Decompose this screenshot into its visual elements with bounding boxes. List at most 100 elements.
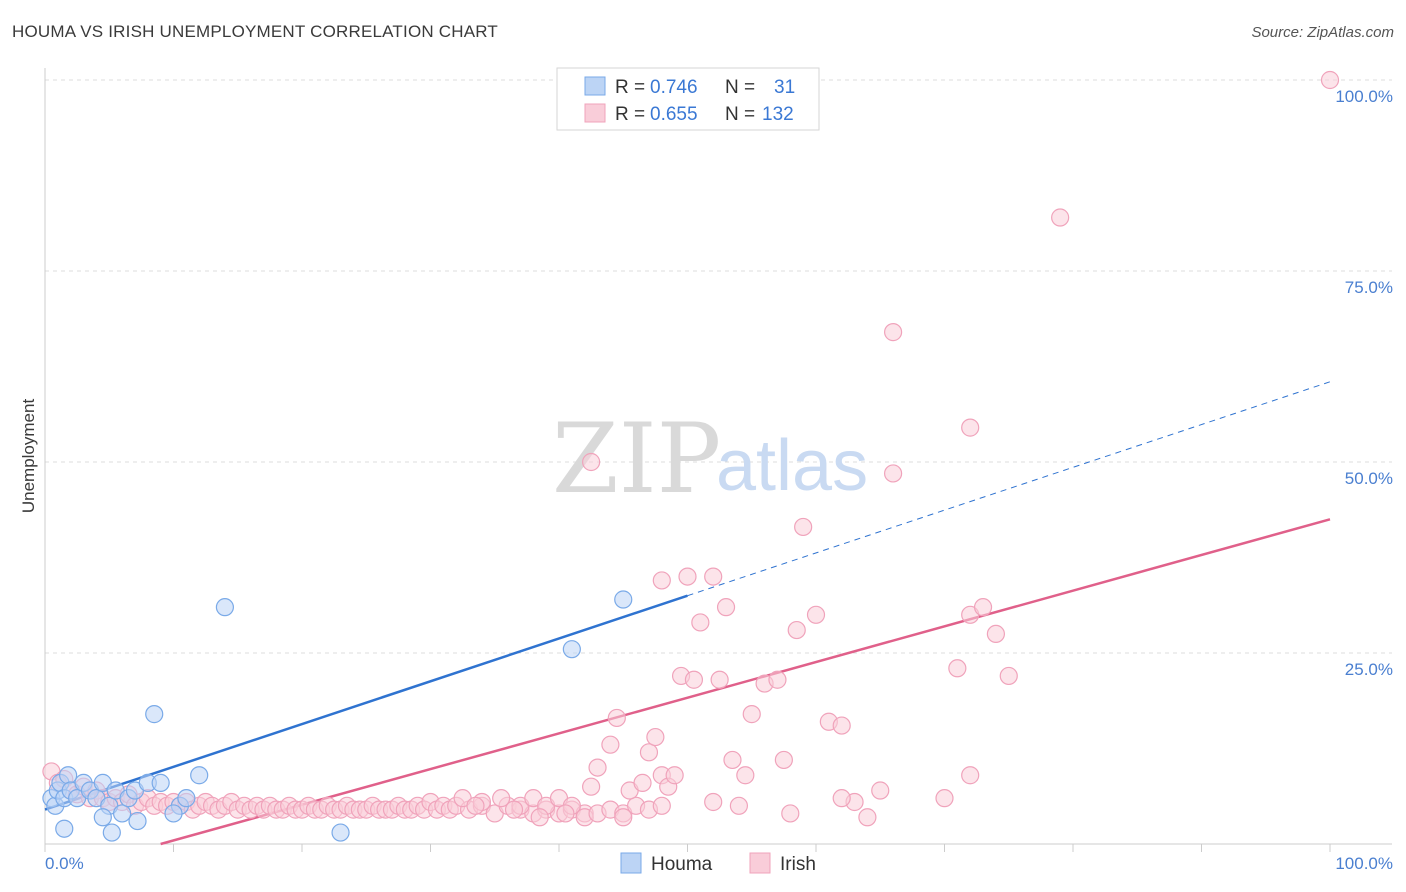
data-point-houma: [215, 598, 234, 617]
trend-lines: [44, 381, 1331, 846]
scatter-points: [42, 70, 1340, 842]
data-point-houma: [112, 804, 132, 823]
legend: R = 0.746 N = 31 R = 0.655 N = 132: [556, 67, 820, 131]
data-point-irish: [1051, 208, 1070, 227]
data-point-houma: [331, 823, 350, 842]
data-point-houma: [614, 590, 633, 609]
data-point-houma: [128, 811, 147, 831]
data-point-irish: [774, 750, 793, 770]
data-point-houma: [177, 789, 196, 808]
data-point-irish: [736, 766, 755, 785]
watermark-atlas: atlas: [716, 426, 868, 506]
series-legend-swatch-houma: [620, 852, 642, 874]
series-legend-label-houma: Houma: [651, 854, 713, 875]
data-point-irish: [883, 323, 903, 342]
source-label: Source: ZipAtlas.com: [1251, 24, 1394, 41]
data-point-houma: [145, 705, 164, 724]
data-point-irish: [639, 743, 659, 762]
data-point-irish: [729, 796, 749, 815]
legend-r-label: R =: [615, 104, 645, 125]
data-point-irish: [556, 804, 575, 823]
data-point-irish: [832, 716, 851, 735]
legend-n-label: N =: [725, 104, 755, 125]
x-tick-label: 0.0%: [45, 854, 84, 873]
data-point-irish: [652, 796, 671, 815]
data-point-irish: [601, 735, 620, 754]
data-point-irish: [832, 789, 851, 808]
data-point-irish: [691, 613, 710, 632]
data-point-irish: [723, 750, 742, 770]
watermark: ZIP atlas: [552, 403, 868, 515]
series-legend: Houma Irish: [620, 852, 816, 875]
legend-n-value: 132: [762, 104, 794, 125]
trend-line-houma: [44, 594, 688, 811]
trend-line-irish: [160, 518, 1331, 846]
data-point-irish: [466, 796, 485, 815]
x-tick-label: 100.0%: [1335, 854, 1393, 873]
data-point-irish: [504, 800, 524, 819]
data-point-irish: [806, 605, 826, 624]
data-point-irish: [704, 567, 723, 586]
data-point-irish: [665, 766, 684, 785]
data-point-houma: [93, 808, 112, 827]
legend-swatch-houma: [584, 76, 606, 96]
trend-line-extension-houma: [687, 381, 1331, 597]
data-point-irish: [704, 792, 723, 812]
data-point-houma: [562, 640, 581, 659]
data-point-houma: [190, 766, 209, 785]
data-point-irish: [948, 659, 967, 678]
data-point-irish: [883, 464, 903, 483]
data-point-irish: [961, 766, 980, 785]
data-point-irish: [614, 808, 633, 827]
x-tick-labels: 0.0% 100.0%: [45, 854, 1393, 873]
data-point-houma: [151, 773, 170, 792]
y-tick-labels: 25.0% 50.0% 75.0% 100.0%: [1335, 87, 1393, 679]
legend-n-label: N =: [725, 77, 755, 98]
data-point-irish: [742, 705, 761, 724]
data-point-irish: [716, 598, 736, 617]
y-axis-label: Unemployment: [19, 399, 38, 514]
y-tick-label: 25.0%: [1345, 660, 1393, 679]
data-point-irish: [633, 773, 652, 792]
data-point-irish: [710, 670, 729, 689]
data-point-irish: [973, 598, 993, 617]
data-point-irish: [858, 808, 877, 827]
data-point-houma: [102, 823, 121, 842]
data-point-irish: [781, 804, 800, 823]
legend-r-value: 0.655: [650, 104, 698, 125]
data-point-irish: [684, 670, 704, 689]
legend-n-value: 31: [774, 77, 795, 98]
data-point-houma: [164, 804, 183, 823]
data-point-irish: [768, 670, 787, 689]
data-point-irish: [935, 789, 954, 808]
data-point-irish: [787, 620, 806, 640]
data-point-irish: [871, 781, 890, 800]
chart-title: HOUMA VS IRISH UNEMPLOYMENT CORRELATION …: [12, 22, 499, 41]
data-point-irish: [492, 789, 511, 808]
y-tick-label: 75.0%: [1345, 278, 1393, 297]
data-point-irish: [678, 567, 697, 586]
data-point-irish: [607, 708, 626, 728]
data-point-irish: [582, 777, 601, 796]
data-point-irish: [1320, 70, 1340, 90]
gridlines: [45, 79, 1392, 654]
series-legend-label-irish: Irish: [780, 854, 816, 875]
data-point-irish: [646, 727, 665, 747]
data-point-irish: [794, 517, 813, 537]
data-point-irish: [961, 418, 980, 437]
data-point-irish: [652, 571, 671, 590]
data-point-irish: [986, 624, 1006, 644]
data-point-irish: [588, 758, 607, 777]
data-point-irish: [582, 452, 601, 472]
y-tick-label: 100.0%: [1335, 87, 1393, 106]
data-point-houma: [55, 819, 74, 838]
data-point-houma: [59, 766, 78, 785]
legend-swatch-irish: [584, 103, 606, 123]
data-point-irish: [999, 666, 1018, 686]
watermark-zip: ZIP: [552, 403, 721, 515]
legend-r-value: 0.746: [650, 77, 698, 98]
y-tick-label: 50.0%: [1345, 469, 1393, 488]
series-legend-swatch-irish: [749, 852, 771, 874]
axes: [44, 68, 1392, 852]
